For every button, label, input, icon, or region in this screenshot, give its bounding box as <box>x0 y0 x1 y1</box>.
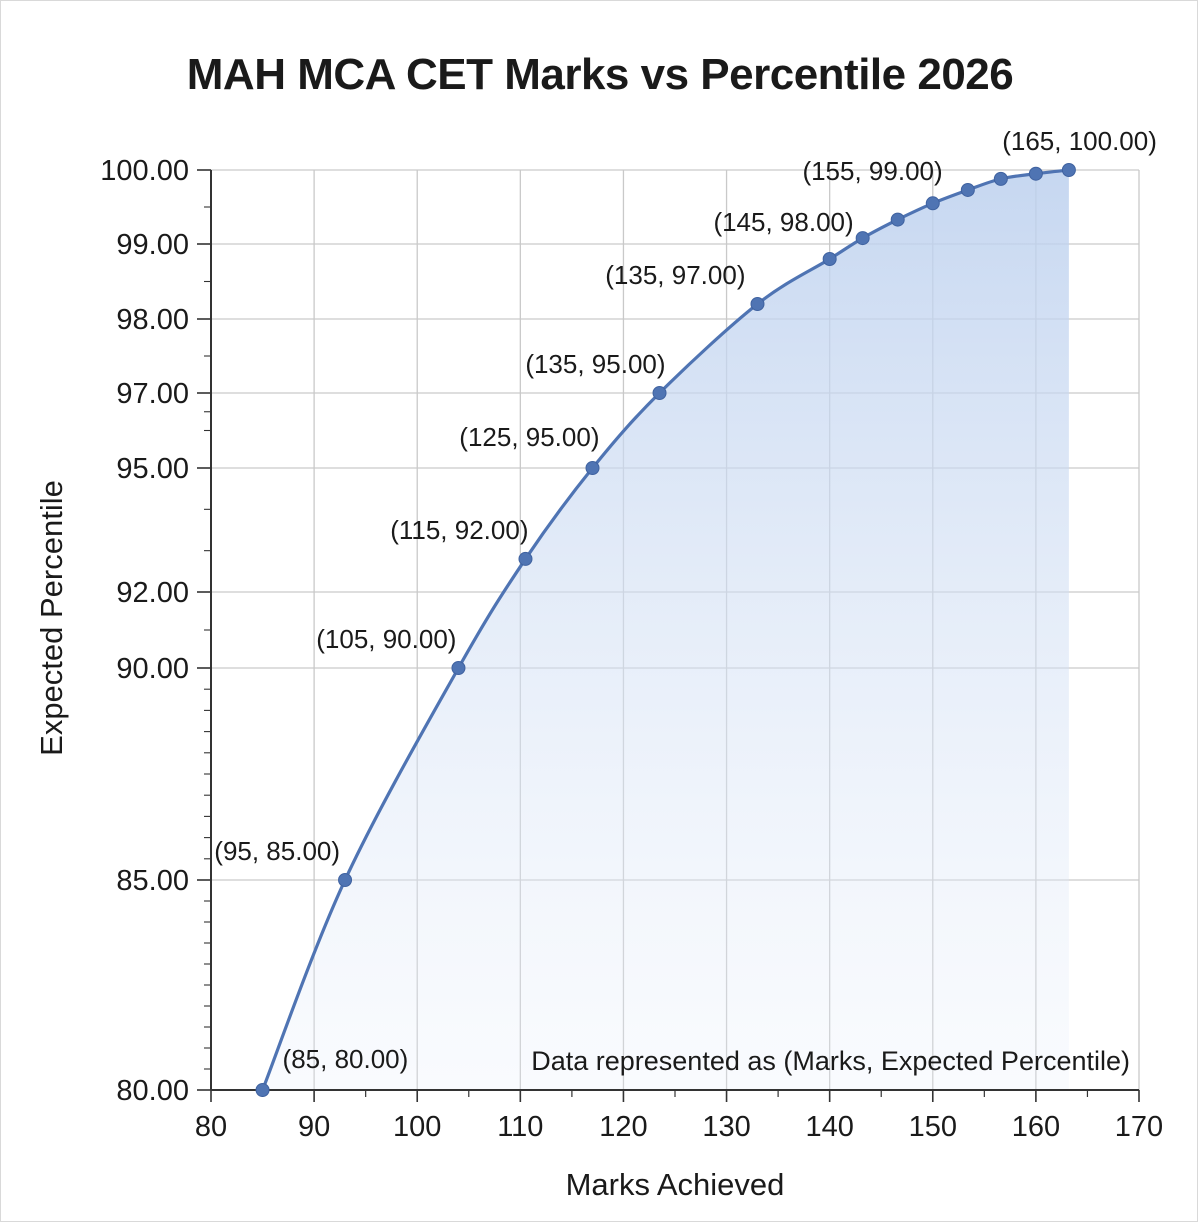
y-tick-label: 92.00 <box>116 577 189 609</box>
x-axis-title: Marks Achieved <box>566 1167 785 1202</box>
data-point <box>1061 163 1076 177</box>
data-label: (115, 92.00) <box>390 515 528 545</box>
y-tick-label: 98.00 <box>116 304 189 336</box>
x-tick-label: 160 <box>1012 1111 1060 1143</box>
y-tick-label: 100.00 <box>100 155 189 187</box>
x-tick-label: 90 <box>298 1111 330 1143</box>
x-tick-label: 80 <box>195 1111 227 1143</box>
x-tick-label: 170 <box>1115 1111 1163 1143</box>
x-tick-label: 150 <box>909 1111 957 1143</box>
data-note: Data represented as (Marks, Expected Per… <box>531 1046 1130 1076</box>
data-label: (95, 85.00) <box>214 836 340 866</box>
data-point <box>585 461 600 475</box>
data-point <box>451 661 466 675</box>
data-point <box>925 196 940 211</box>
data-point <box>822 252 837 266</box>
chart-title: MAH MCA CET Marks vs Percentile 2026 <box>186 50 1014 99</box>
y-axis-title: Expected Percentile <box>34 480 69 756</box>
y-tick-label: 97.00 <box>116 378 189 410</box>
y-tick-label: 90.00 <box>116 653 189 685</box>
data-label: (125, 95.00) <box>459 422 599 452</box>
x-tick-label: 120 <box>599 1111 647 1143</box>
data-label: (85, 80.00) <box>283 1044 409 1074</box>
data-point <box>890 212 905 227</box>
y-tick-label: 95.00 <box>116 453 189 485</box>
data-label: (145, 98.00) <box>713 207 853 237</box>
data-point <box>255 1083 270 1097</box>
axes: 80 90 100 110 120 130 140 150 160 170 80.00 85.00 90… <box>100 155 1163 1143</box>
data-point <box>518 551 533 566</box>
data-label: (135, 95.00) <box>525 349 665 379</box>
y-tick-label: 85.00 <box>116 865 189 897</box>
data-point <box>652 386 667 400</box>
area-fill <box>262 170 1069 1090</box>
x-tick-label: 130 <box>702 1111 750 1143</box>
data-points <box>255 163 1076 1097</box>
area-fill-layer <box>262 170 1069 1090</box>
data-label: (155, 99.00) <box>802 156 942 186</box>
x-tick-label: 100 <box>393 1111 441 1143</box>
data-label: (105, 90.00) <box>316 624 456 654</box>
data-point <box>993 171 1008 186</box>
x-tick-label: 140 <box>805 1111 853 1143</box>
y-tick-label: 80.00 <box>116 1075 189 1107</box>
data-point <box>750 297 765 311</box>
data-labels: (85, 80.00) (95, 85.00) (105, 90.00) (115, … <box>214 126 1157 1074</box>
data-point <box>960 182 975 197</box>
data-point <box>1028 166 1043 181</box>
x-tick-label: 110 <box>497 1111 543 1143</box>
data-label: (135, 97.00) <box>605 260 745 290</box>
data-point <box>338 873 353 887</box>
data-point <box>855 231 870 246</box>
data-label: (165, 100.00) <box>1002 126 1157 156</box>
y-tick-label: 99.00 <box>116 229 189 261</box>
